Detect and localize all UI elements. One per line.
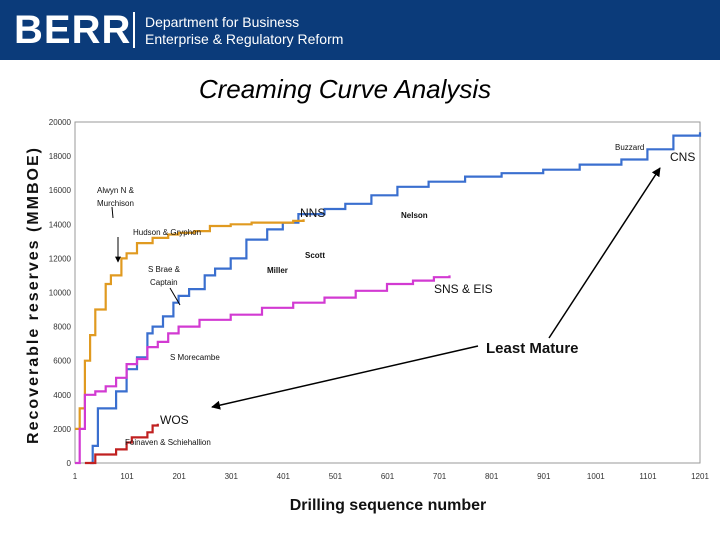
y-tick-label: 20000 — [49, 118, 72, 127]
x-tick-label: 501 — [329, 472, 343, 481]
x-axis-label: Drilling sequence number — [290, 497, 486, 514]
x-tick-label: 701 — [433, 472, 447, 481]
annotation-buzzard: Buzzard — [615, 143, 644, 152]
callout-arrow-wos — [211, 345, 479, 410]
annotation-scott: Scott — [305, 251, 325, 260]
series-line-wos — [84, 423, 159, 465]
x-tick-label: 201 — [172, 472, 186, 481]
series-label-wos: WOS — [160, 413, 189, 427]
chart-title: Creaming Curve Analysis — [198, 74, 492, 104]
series-label-sns-eis: SNS & EIS — [434, 282, 493, 296]
pointer-alwyn — [111, 206, 114, 219]
y-tick-label: 18000 — [49, 152, 72, 161]
pointer-captain — [169, 287, 181, 306]
y-tick-label: 16000 — [49, 186, 72, 195]
series-line-nns — [75, 219, 305, 430]
x-tick-label: 1101 — [639, 472, 657, 481]
annotation-murchison: Murchison — [97, 199, 134, 208]
annotation-captain: Captain — [150, 278, 178, 287]
y-tick-label: 8000 — [53, 323, 71, 332]
x-tick-label: 301 — [225, 472, 239, 481]
x-tick-label: 401 — [277, 472, 291, 481]
logo-divider — [133, 12, 135, 48]
annotation-sbrae: S Brae & — [148, 265, 181, 274]
y-axis-label: Recoverable reserves (MMBOE) — [25, 146, 42, 444]
callout-least-mature: Least Mature — [486, 340, 579, 357]
department-line-1: Department for Business — [145, 14, 300, 30]
series-line-sns-eis — [75, 275, 451, 465]
annotation-miller: Miller — [267, 266, 288, 275]
y-tick-label: 10000 — [49, 289, 72, 298]
x-tick-label: 1201 — [691, 472, 709, 481]
department-line-2: Enterprise & Regulatory Reform — [145, 31, 344, 47]
annotation-foinaven: Foinaven & Schiehallion — [125, 438, 211, 447]
annotation-hudson: Hudson & Gryphon — [133, 228, 201, 237]
y-tick-label: 6000 — [53, 357, 71, 366]
header-banner: BERR Department for Business Enterprise … — [0, 0, 720, 60]
y-tick-label: 14000 — [49, 220, 72, 229]
x-tick-label: 601 — [381, 472, 395, 481]
berr-logo: BERR — [14, 8, 132, 52]
series-line-cns — [90, 132, 702, 465]
x-tick-label: 101 — [120, 472, 134, 481]
y-tick-label: 2000 — [53, 425, 71, 434]
annotation-alwyn: Alwyn N & — [97, 186, 135, 195]
series-label-cns: CNS — [670, 150, 695, 164]
callout-arrow-cns — [548, 167, 661, 339]
plot-frame — [74, 121, 701, 464]
x-tick-label: 1001 — [587, 472, 605, 481]
x-tick-label: 901 — [537, 472, 551, 481]
x-tick-label: 801 — [485, 472, 499, 481]
y-tick-label: 12000 — [49, 254, 72, 263]
annotation-nelson: Nelson — [401, 211, 428, 220]
x-tick-label: 1 — [73, 472, 78, 481]
annotation-s-morecambe: S Morecambe — [170, 353, 220, 362]
series-label-nns: NNS — [300, 206, 325, 220]
y-tick-label: 4000 — [53, 391, 71, 400]
y-tick-label: 0 — [67, 459, 72, 468]
